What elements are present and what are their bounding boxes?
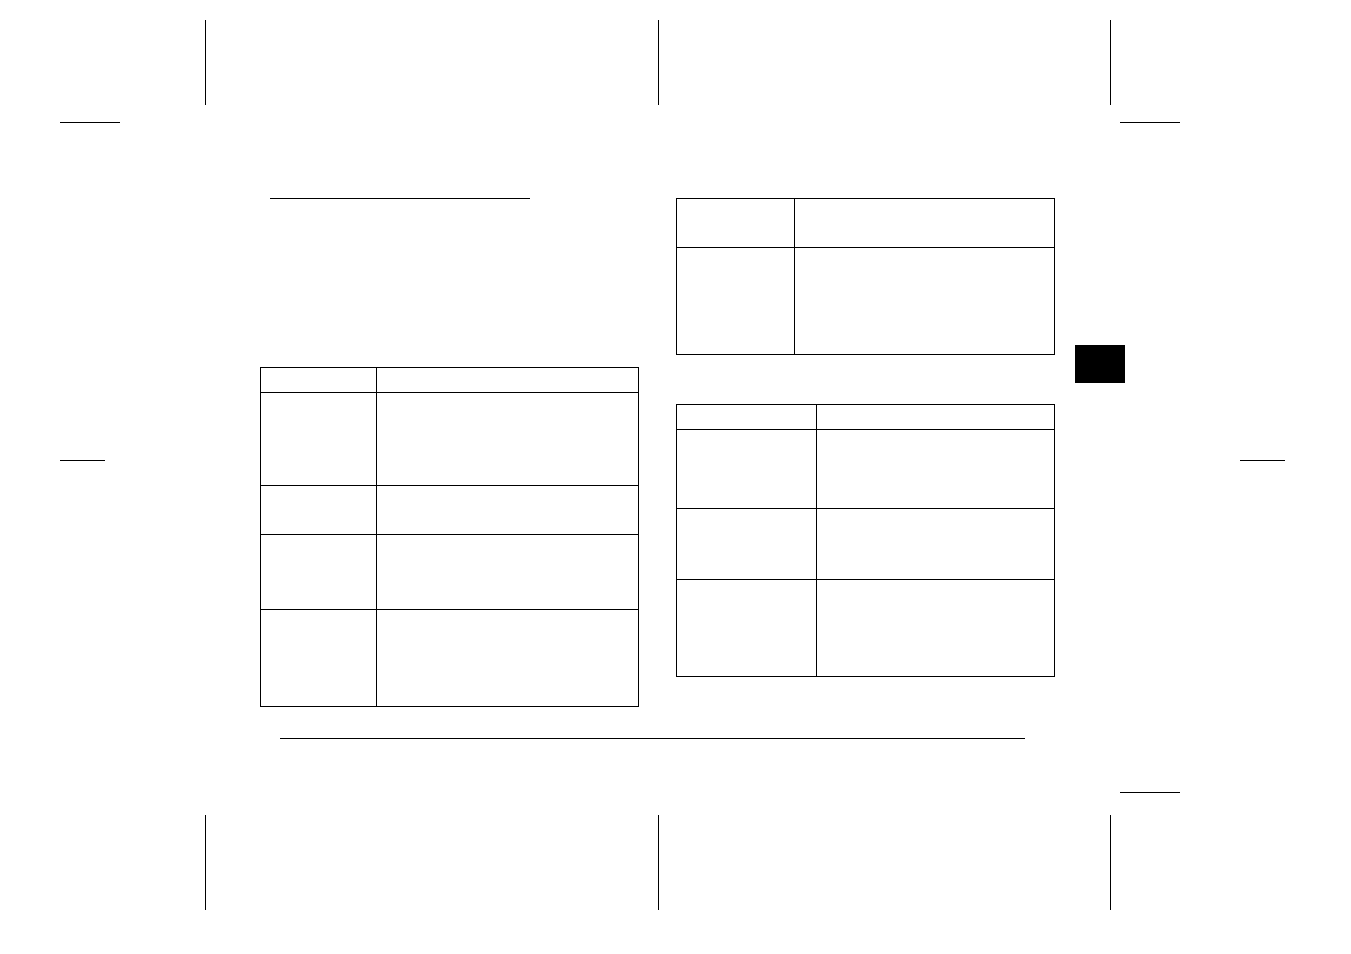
cell — [677, 580, 817, 677]
cell — [261, 393, 377, 486]
table-row — [677, 509, 1055, 580]
table-row — [677, 199, 1055, 248]
crop-mark-top-h-left — [60, 122, 120, 123]
cell — [261, 486, 377, 535]
cell — [677, 405, 817, 430]
section-tab — [1075, 345, 1125, 383]
crop-mark-bottom-v3 — [1110, 815, 1111, 910]
table-row — [677, 248, 1055, 355]
cell — [677, 199, 795, 248]
cell — [795, 248, 1055, 355]
header-rule — [270, 198, 530, 199]
crop-mark-bottom-v1 — [205, 815, 206, 910]
cell — [377, 393, 639, 486]
table-row — [261, 535, 639, 610]
cell — [795, 199, 1055, 248]
cell — [261, 368, 377, 393]
footer-rule — [280, 738, 1025, 739]
left-table — [260, 367, 639, 707]
cell — [677, 430, 817, 509]
table-row — [261, 486, 639, 535]
crop-mark-top-v1 — [205, 20, 206, 105]
cell — [817, 509, 1055, 580]
cell — [377, 486, 639, 535]
crop-mark-top-v2 — [658, 20, 659, 105]
cell — [377, 535, 639, 610]
cell — [377, 610, 639, 707]
crop-mark-mid-h-right — [1240, 460, 1285, 461]
cell — [677, 248, 795, 355]
bottom-right-table — [676, 404, 1055, 677]
crop-mark-top-v3 — [1110, 20, 1111, 105]
cell — [261, 610, 377, 707]
crop-mark-top-h-right — [1120, 122, 1180, 123]
table-row — [677, 580, 1055, 677]
table-row — [261, 368, 639, 393]
cell — [817, 430, 1055, 509]
table-row — [677, 405, 1055, 430]
crop-mark-bottom-h-right — [1120, 792, 1180, 793]
cell — [817, 580, 1055, 677]
cell — [261, 535, 377, 610]
table-row — [261, 393, 639, 486]
table-row — [677, 430, 1055, 509]
cell — [377, 368, 639, 393]
crop-mark-mid-h-left — [60, 460, 105, 461]
table-row — [261, 610, 639, 707]
cell — [817, 405, 1055, 430]
cell — [677, 509, 817, 580]
crop-mark-bottom-v2 — [658, 815, 659, 910]
top-right-table — [676, 198, 1055, 355]
